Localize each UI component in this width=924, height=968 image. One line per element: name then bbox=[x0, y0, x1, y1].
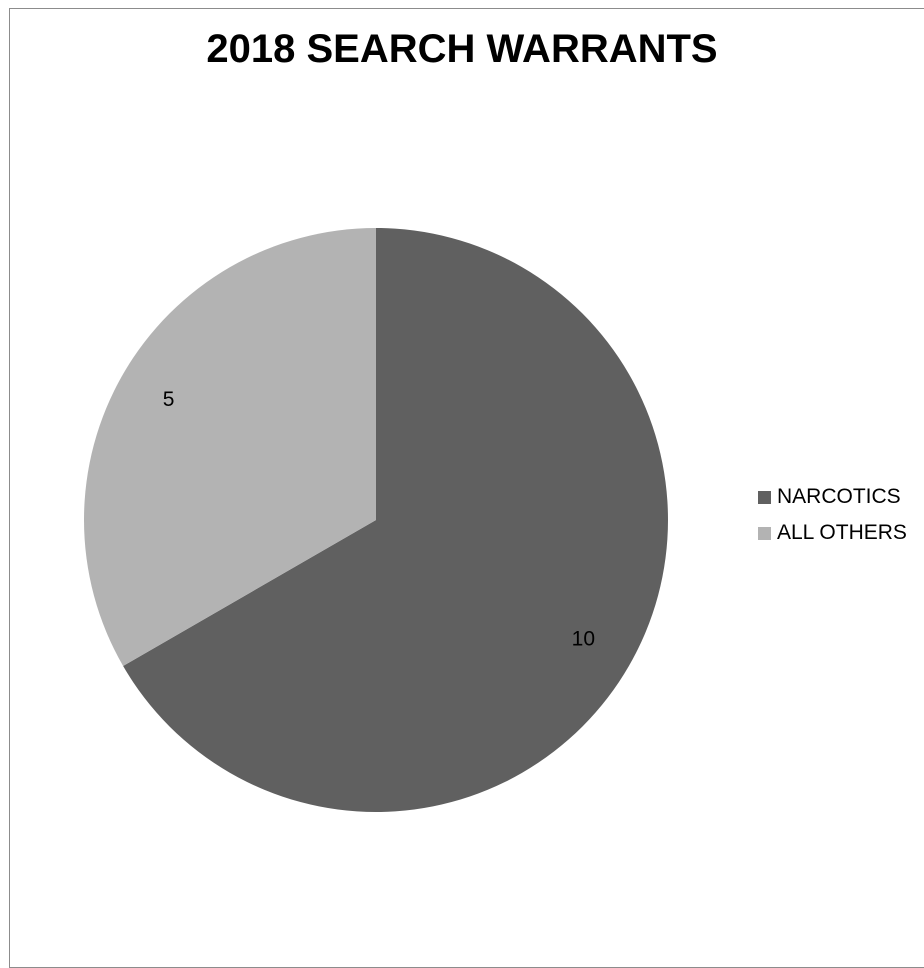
legend-label-narcotics: NARCOTICS bbox=[777, 485, 901, 508]
legend-swatch-narcotics bbox=[758, 490, 771, 504]
legend-item-narcotics: NARCOTICS bbox=[758, 482, 907, 512]
pie-slice-all-others bbox=[84, 228, 377, 666]
data-label-narcotics: 10 bbox=[572, 627, 595, 650]
pie-chart: 10 5 bbox=[84, 228, 668, 812]
chart-title: 2018 SEARCH WARRANTS bbox=[206, 27, 718, 71]
legend: NARCOTICS ALL OTHERS bbox=[758, 482, 907, 554]
data-label-all-others: 5 bbox=[163, 388, 175, 411]
legend-label-all-others: ALL OTHERS bbox=[777, 521, 907, 544]
legend-item-all-others: ALL OTHERS bbox=[758, 518, 907, 548]
pie-slice-narcotics bbox=[123, 228, 668, 812]
legend-swatch-all-others bbox=[758, 526, 771, 540]
